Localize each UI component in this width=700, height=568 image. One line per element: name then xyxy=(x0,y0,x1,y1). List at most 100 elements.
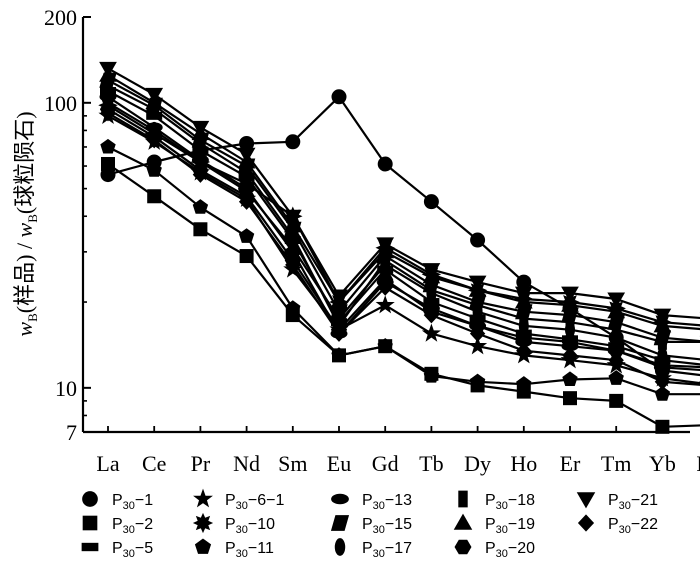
data-point-p30-22-eu xyxy=(331,325,347,342)
legend-marker-p30-13 xyxy=(331,493,349,505)
data-point-p30-11-nd xyxy=(238,228,255,243)
legend-item-p30-2: P30−2 xyxy=(82,515,153,536)
legend-marker-p30-11 xyxy=(194,538,212,554)
legend-marker-p30-18 xyxy=(458,490,468,508)
y-tick-label: 100 xyxy=(44,91,77,116)
data-point-p30-19-yb xyxy=(653,316,672,333)
legend-marker-p30-21 xyxy=(576,492,596,509)
legend-label-p30-13: P30−13 xyxy=(362,492,412,512)
series-markers xyxy=(98,61,700,434)
legend-label-p30-17: P30−17 xyxy=(362,540,412,560)
data-point-p30-2-er xyxy=(563,391,577,406)
data-point-p30-6-1-dy xyxy=(468,336,488,355)
legend-item-p30-15: P30−15 xyxy=(330,515,412,536)
data-point-p30-20-ho xyxy=(515,330,532,345)
legend-marker-p30-15 xyxy=(330,515,350,531)
legend-marker-p30-5 xyxy=(81,542,99,552)
x-tick-label-sm: Sm xyxy=(278,451,307,476)
legend-label-p30-22: P30−22 xyxy=(608,516,658,536)
data-point-p30-11-ho xyxy=(516,376,532,391)
data-point-p30-21-la xyxy=(99,61,117,78)
x-tick-label-la: La xyxy=(96,451,119,476)
legend-label-p30-21: P30−21 xyxy=(608,492,658,512)
data-point-p30-18-yb xyxy=(657,333,667,350)
data-point-p30-2-ce xyxy=(147,189,162,204)
data-point-p30-21-er xyxy=(561,286,579,303)
data-point-p30-21-ce xyxy=(145,87,164,104)
data-point-p30-20-yb xyxy=(654,358,671,373)
data-point-p30-2-nd xyxy=(239,249,254,264)
series-line-p30-15 xyxy=(107,79,700,343)
data-point-p30-11-eu xyxy=(331,347,347,362)
data-point-p30-21-ho xyxy=(514,286,533,303)
data-point-p30-22-ho xyxy=(516,342,532,359)
legend-label-p30-11: P30−11 xyxy=(225,540,274,560)
legend-item-p30-1: P30−1 xyxy=(82,491,153,512)
series-points-p30-22 xyxy=(100,104,671,391)
data-point-p30-18-tb xyxy=(426,282,436,299)
legend-label-p30-18: P30−18 xyxy=(485,492,535,512)
x-tick-label-tb: Tb xyxy=(419,451,443,476)
x-tick-label-lu: Lu xyxy=(696,451,700,476)
x-tick-label-ce: Ce xyxy=(142,451,166,476)
data-point-p30-11-tb xyxy=(423,367,440,383)
legend-label-p30-10: P30−10 xyxy=(225,516,275,536)
legend-label-p30-19: P30−19 xyxy=(485,516,535,536)
legend-label-p30-20: P30−20 xyxy=(485,540,535,560)
x-tick-label-dy: Dy xyxy=(464,451,491,476)
data-point-p30-11-sm xyxy=(285,300,301,315)
data-point-p30-2-tm xyxy=(609,393,624,408)
data-point-p30-1-tb xyxy=(423,194,439,210)
data-point-p30-21-pr xyxy=(191,120,210,137)
legend-item-p30-18: P30−18 xyxy=(458,490,535,512)
legend-item-p30-19: P30−19 xyxy=(453,513,535,536)
data-point-p30-1-sm xyxy=(285,134,301,150)
data-point-p30-18-er xyxy=(565,314,575,331)
y-axis-label: wB(样品) / wB(球粒陨石) xyxy=(12,111,40,336)
data-point-p30-22-ce xyxy=(146,131,162,149)
x-axis-tick-labels: La Ce Pr Nd Sm Eu Gd Tb Dy Ho Er Tm Yb Lu xyxy=(96,451,700,476)
data-point-p30-22-nd xyxy=(238,193,255,210)
data-point-p30-11-er xyxy=(562,371,578,386)
data-point-p30-6-1-gd xyxy=(375,295,395,314)
data-point-p30-1-eu xyxy=(331,89,347,105)
legend-item-p30-22: P30−22 xyxy=(577,514,658,536)
data-point-p30-21-tm xyxy=(607,292,626,309)
legend-item-p30-20: P30−20 xyxy=(454,539,535,560)
data-point-p30-22-pr xyxy=(192,166,209,183)
data-point-p30-11-ce xyxy=(146,162,162,177)
x-tick-label-gd: Gd xyxy=(372,451,399,476)
series-line-p30-11 xyxy=(107,146,700,396)
legend-item-p30-17: P30−17 xyxy=(334,538,412,560)
data-point-p30-21-dy xyxy=(468,275,487,292)
x-tick-label-eu: Eu xyxy=(327,451,351,476)
data-point-p30-22-la xyxy=(100,104,116,122)
data-point-p30-21-eu xyxy=(330,289,348,306)
data-point-p30-22-sm xyxy=(285,256,301,274)
axes xyxy=(81,16,690,434)
data-point-p30-22-er xyxy=(562,347,578,364)
legend-marker-p30-20 xyxy=(454,539,472,555)
data-point-p30-2-pr xyxy=(193,222,208,237)
data-point-p30-21-nd xyxy=(237,147,256,164)
series-line-p30-17 xyxy=(107,101,700,361)
legend-marker-p30-1 xyxy=(82,491,98,507)
data-point-p30-19-tm xyxy=(607,302,626,319)
data-point-p30-1-dy xyxy=(470,232,486,248)
series-line-p30-6-1 xyxy=(107,114,700,385)
data-point-p30-11-pr xyxy=(192,199,209,214)
data-point-p30-2-la xyxy=(101,156,115,171)
series-line-p30-21 xyxy=(107,67,700,320)
legend-marker-p30-2 xyxy=(82,515,98,531)
data-point-p30-11-tm xyxy=(608,370,624,385)
data-point-p30-18-ho xyxy=(519,310,529,327)
legend-marker-p30-6-1 xyxy=(193,488,213,508)
x-tick-label-nd: Nd xyxy=(233,451,260,476)
data-point-p30-19-er xyxy=(561,296,579,312)
data-point-p30-18-dy xyxy=(473,297,483,314)
legend-item-p30-13: P30−13 xyxy=(331,492,412,512)
series-points-p30-11 xyxy=(100,138,671,401)
data-point-p30-11-la xyxy=(100,138,116,154)
series-line-p30-22 xyxy=(107,112,700,386)
